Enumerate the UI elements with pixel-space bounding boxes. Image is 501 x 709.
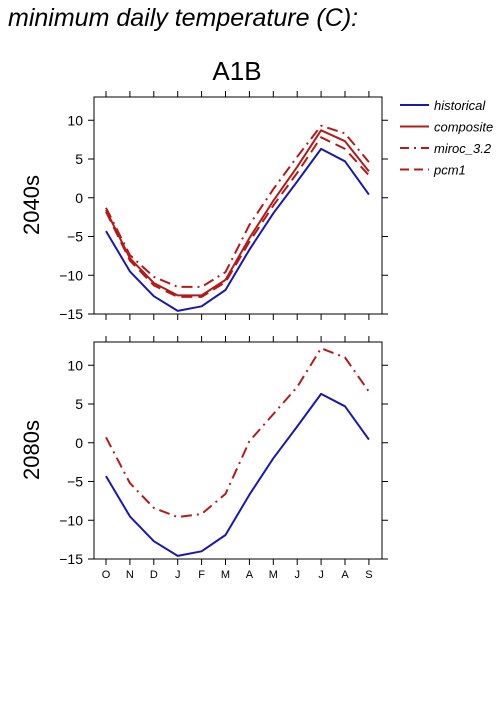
plot-frame-2080s (93, 341, 383, 560)
xtick-label: J (294, 569, 300, 581)
ytick-label-2040s: −15 (59, 306, 83, 322)
series-group-2040s (105, 124, 370, 312)
legend-label-historical: historical (434, 98, 486, 113)
figure-title: minimum daily temperature (C): (8, 4, 359, 32)
xtick-label: A (341, 569, 349, 581)
series-line-composite-2040s (105, 129, 370, 297)
series-line-pcm1-2040s (105, 136, 370, 298)
xtick-label: M (269, 569, 278, 581)
ytick-label-2080s: −10 (59, 512, 83, 528)
ytick-label-2080s: −15 (59, 551, 83, 567)
ytick-label-2040s: 0 (75, 190, 83, 206)
xtick-label: F (198, 569, 205, 581)
ylabel-2040s: 2040s (19, 175, 44, 235)
xtick-label: D (150, 569, 158, 581)
legend-label-composite: composite (434, 120, 493, 135)
ytick-label-2080s: 5 (75, 396, 83, 412)
ylabel-2080s: 2080s (19, 420, 44, 480)
yaxis-2080s: 10 5 0 −5 −10 −15 (59, 357, 388, 567)
legend-label-miroc_3.2: miroc_3.2 (434, 141, 492, 156)
series-group-2080s (105, 347, 370, 557)
plot-frame-2040s (93, 96, 383, 315)
panel-2040s: 2040s 10 5 0 −5 −10 −15 (19, 91, 388, 322)
ytick-label-2040s: −10 (59, 267, 83, 283)
xtick-label: O (102, 569, 111, 581)
ytick-label-2040s: 5 (75, 151, 83, 167)
legend-label-pcm1: pcm1 (433, 163, 466, 178)
yaxis-2040s: 10 5 0 −5 −10 −15 (59, 112, 388, 322)
chart-title: A1B (212, 56, 261, 86)
xaxis-ticks-2040s (105, 91, 370, 320)
xaxis-ticks-2080s (105, 336, 370, 565)
xtick-label: M (221, 569, 230, 581)
legend: historical composite miroc_3.2 pcm1 (400, 98, 493, 178)
series-line-miroc_3.2-2040s (105, 124, 370, 288)
xtick-label: A (246, 569, 254, 581)
ytick-label-2080s: 10 (67, 357, 83, 373)
ytick-label-2040s: −5 (67, 229, 83, 245)
xtick-label: J (175, 569, 181, 581)
xtick-label: J (318, 569, 324, 581)
xtick-label: N (126, 569, 134, 581)
panel-2080s: 2080s 10 5 0 −5 −10 −15 (19, 336, 388, 567)
ytick-label-2080s: −5 (67, 474, 83, 490)
series-line-miroc_3.2-2080s (105, 347, 370, 519)
series-line-historical-2040s (105, 147, 370, 312)
ytick-label-2080s: 0 (75, 435, 83, 451)
series-line-historical-2080s (105, 392, 370, 557)
xtick-label: S (365, 569, 372, 581)
ytick-label-2040s: 10 (67, 112, 83, 128)
